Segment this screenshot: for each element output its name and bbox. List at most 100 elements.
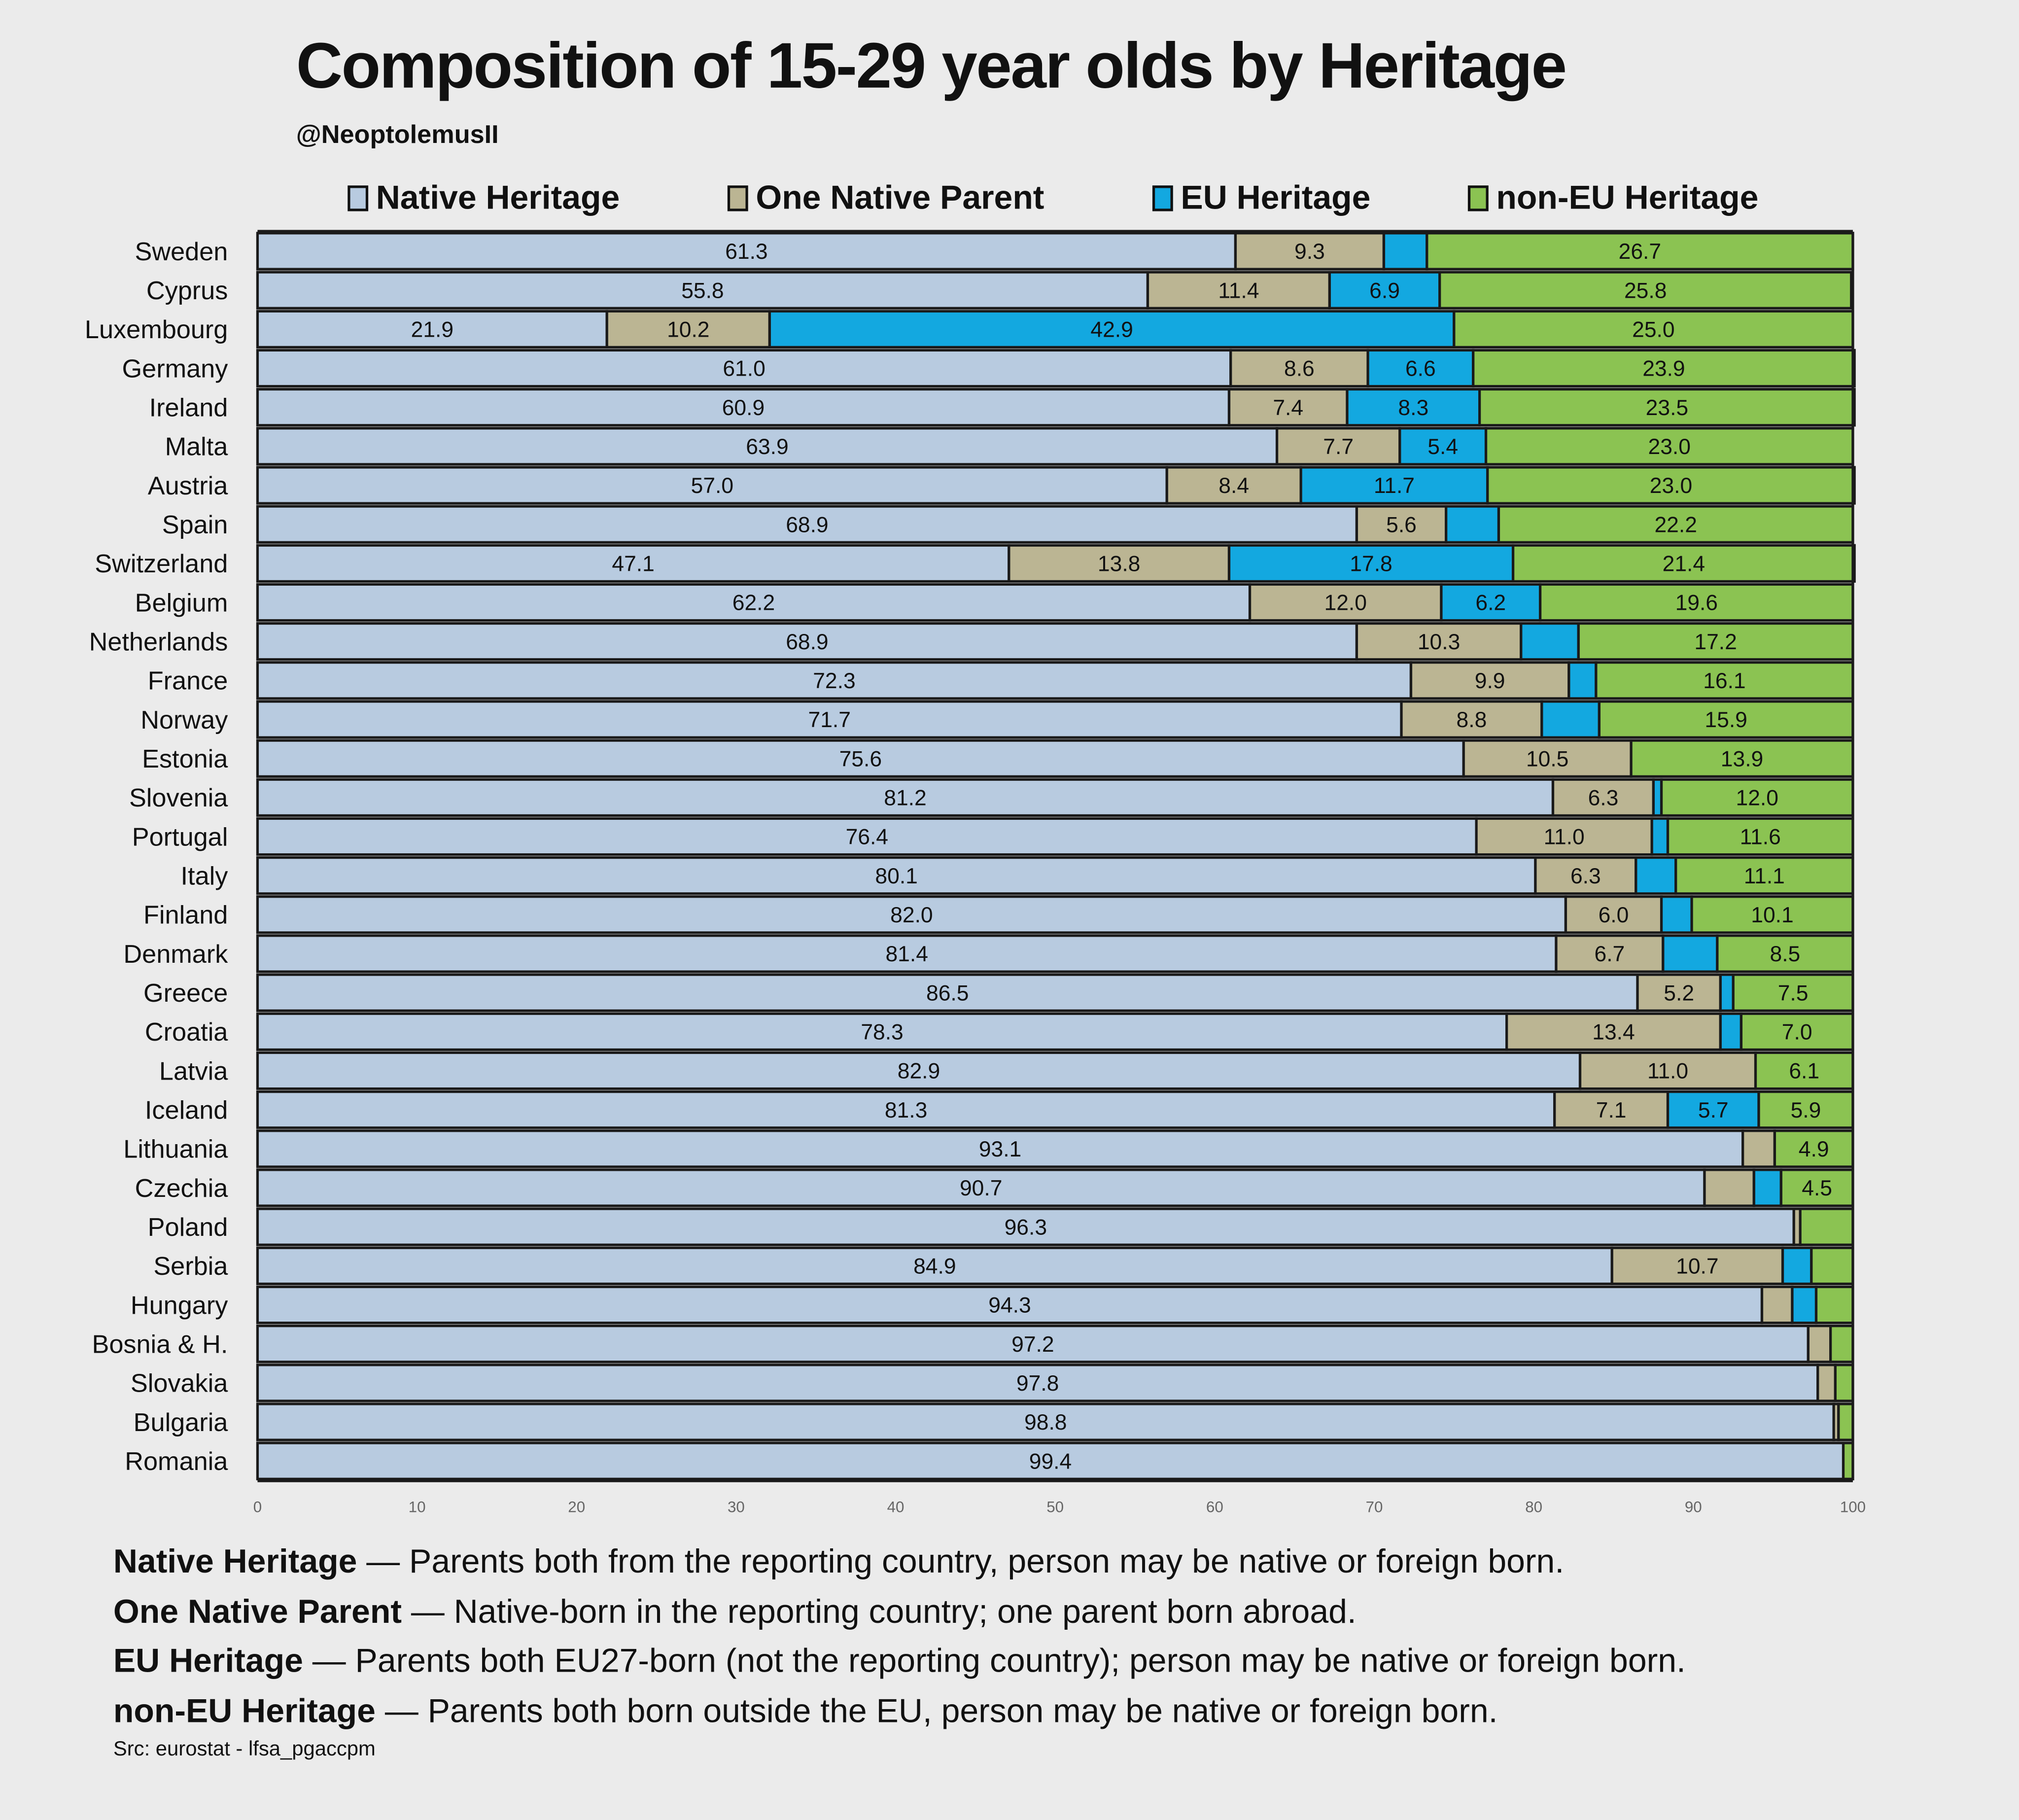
data-label: 7.4 [1273, 396, 1303, 420]
data-label: 78.3 [861, 1020, 903, 1045]
data-label: 11.7 [1374, 474, 1415, 498]
data-label: 86.5 [926, 981, 969, 1005]
bar-segment [256, 1441, 1845, 1480]
legend-item-native: Native Heritage [348, 178, 620, 218]
data-label: 6.3 [1588, 786, 1619, 810]
chart-title: Composition of 15-29 year olds by Herita… [296, 30, 1567, 102]
data-label: 6.9 [1369, 279, 1400, 303]
bar-segment [256, 1246, 1613, 1286]
bar-segment [256, 1090, 1556, 1129]
category-label: Norway [140, 706, 228, 735]
bar-segment [1475, 817, 1653, 856]
bar-segment [256, 1285, 1764, 1325]
data-label: 81.4 [885, 942, 928, 966]
definition-text: — Parents both EU27-born (not the report… [303, 1641, 1686, 1680]
data-label: 99.4 [1029, 1449, 1072, 1473]
data-label: 13.8 [1098, 552, 1140, 576]
data-label: 12.0 [1736, 786, 1778, 810]
bar-segment [1511, 544, 1856, 583]
data-label: 23.0 [1650, 474, 1692, 498]
bar-segment [1382, 232, 1428, 271]
bar-segment [1328, 271, 1441, 310]
data-label: 61.0 [723, 357, 765, 381]
bar-segment [1799, 1207, 1854, 1246]
definitions: Native Heritage — Parents both from the … [113, 1537, 1686, 1735]
x-tick-label: 20 [568, 1498, 585, 1515]
bar-segment [1814, 1285, 1854, 1325]
data-label: 63.9 [746, 435, 788, 459]
category-label: Switzerland [95, 550, 228, 578]
definition-non-eu: non-EU Heritage — Parents both born outs… [113, 1685, 1686, 1735]
legend-label-native: Native Heritage [376, 177, 620, 216]
data-label: 75.6 [839, 747, 882, 771]
bar-segment [1716, 934, 1854, 973]
bar-segment [1719, 973, 1735, 1012]
data-label: 81.3 [885, 1098, 927, 1122]
category-label: Bosnia & H. [92, 1330, 228, 1359]
bar-segment [256, 1168, 1706, 1207]
data-label: 76.4 [846, 825, 888, 849]
data-label: 10.2 [667, 318, 709, 342]
bar-segment [1346, 387, 1481, 427]
bar-segment [1355, 505, 1448, 544]
category-label: Greece [143, 979, 228, 1008]
bar-segment [1636, 973, 1722, 1012]
category-label: Lithuania [123, 1135, 228, 1164]
bar-segment [1662, 934, 1719, 973]
data-label: 6.1 [1789, 1059, 1819, 1084]
data-label: 23.5 [1646, 396, 1688, 420]
data-label: 25.0 [1632, 318, 1674, 342]
data-label: 84.9 [913, 1255, 956, 1279]
data-label: 10.3 [1418, 630, 1460, 654]
bar-segment [1453, 310, 1854, 349]
data-label: 11.1 [1744, 864, 1785, 888]
bar-segment [1275, 427, 1401, 466]
bar-segment [256, 622, 1358, 661]
data-label: 7.1 [1596, 1098, 1627, 1122]
bar-segment [1760, 1285, 1794, 1325]
data-label: 96.3 [1005, 1215, 1047, 1239]
bar-segment [1472, 349, 1856, 388]
bar-segment [256, 1325, 1810, 1364]
category-label: Belgium [135, 589, 228, 617]
data-label: 21.9 [411, 318, 453, 342]
bar-segment [256, 583, 1252, 622]
data-label: 4.5 [1802, 1176, 1832, 1200]
bar-segment [1829, 1325, 1854, 1364]
data-label: 7.5 [1778, 981, 1809, 1005]
x-tick-label: 90 [1685, 1498, 1702, 1515]
bar-segment [1690, 895, 1854, 934]
bar-segment [256, 310, 608, 349]
data-label: 80.1 [875, 864, 917, 888]
category-label: Luxembourg [85, 315, 228, 344]
legend-label-eu: EU Heritage [1181, 177, 1371, 216]
data-label: 26.7 [1619, 240, 1661, 264]
data-label: 72.3 [813, 669, 855, 693]
bar-segment [256, 1012, 1508, 1051]
bar-segment [1505, 1012, 1722, 1051]
data-label: 68.9 [786, 513, 828, 537]
data-label: 22.2 [1654, 513, 1697, 537]
bar-segment [1650, 817, 1670, 856]
bar-segment [1837, 1402, 1854, 1441]
category-label: Cyprus [146, 277, 228, 305]
data-label: 8.6 [1284, 357, 1315, 381]
data-label: 13.9 [1721, 747, 1763, 771]
data-label: 71.7 [808, 708, 851, 732]
data-label: 16.1 [1703, 669, 1745, 693]
data-label: 61.3 [725, 240, 767, 264]
legend-item-eu: EU Heritage [1152, 178, 1370, 218]
data-label: 6.6 [1405, 357, 1436, 381]
data-label: 4.9 [1799, 1137, 1829, 1161]
data-label: 97.8 [1016, 1371, 1059, 1396]
data-label: 12.0 [1324, 591, 1367, 615]
chart-author: @NeoptolemusII [296, 121, 499, 150]
data-label: 82.9 [898, 1059, 940, 1084]
definition-term: Native Heritage [113, 1541, 357, 1580]
bar-segment [1478, 387, 1856, 427]
definition-text: — Parents both from the reporting countr… [357, 1541, 1565, 1580]
bar-segment [1732, 973, 1854, 1012]
data-label: 21.4 [1663, 552, 1705, 576]
